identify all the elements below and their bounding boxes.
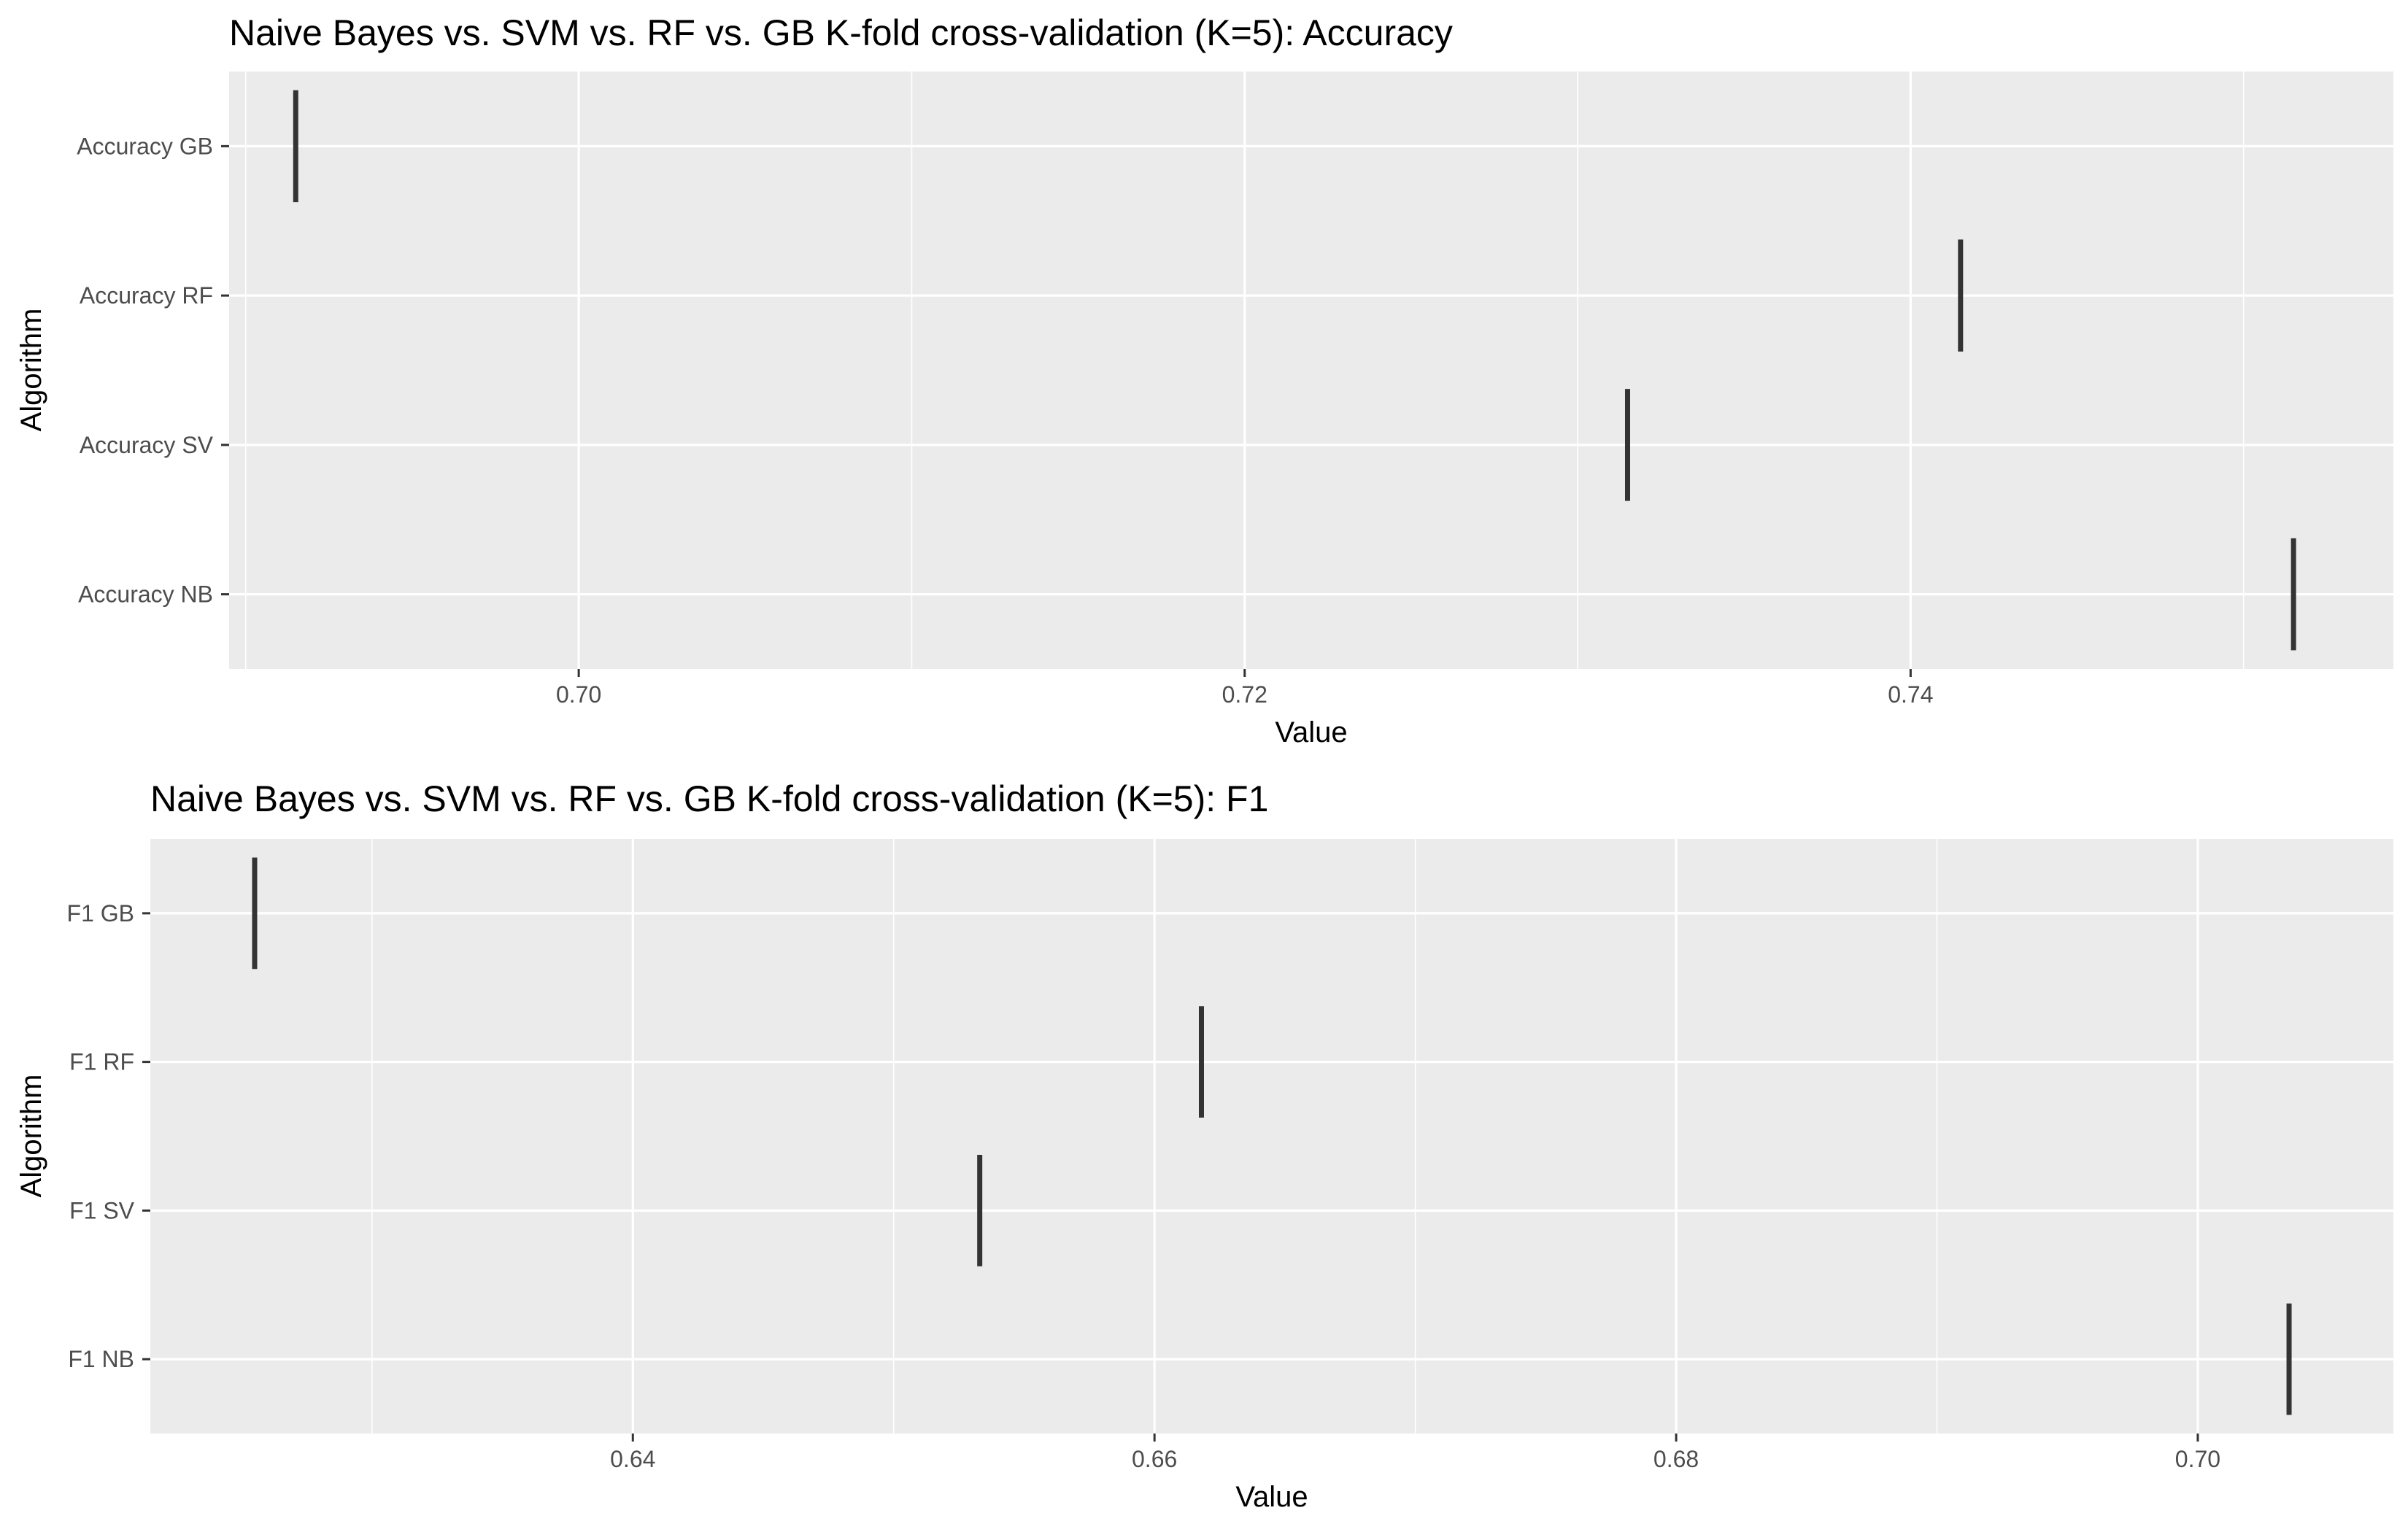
accuracy-plot-panel (229, 71, 2393, 669)
f1-plot-panel (150, 839, 2393, 1434)
f1-y-axis-title: Algorithm (15, 1075, 47, 1198)
f1-x-tick-label-0-68: 0.68 (1653, 1446, 1699, 1472)
f1-x-axis-title: Value (1235, 1481, 1308, 1513)
f1-chart-title: Naive Bayes vs. SVM vs. RF vs. GB K-fold… (150, 778, 1268, 819)
f1-minor-gridlines (371, 839, 1938, 1434)
accuracy-y-axis-title: Algorithm (15, 309, 47, 432)
f1-y-axis: F1 GB F1 RF F1 SV F1 NB (67, 900, 150, 1372)
accuracy-x-axis: 0.70 0.72 0.74 (556, 669, 1933, 708)
accuracy-x-axis-title: Value (1275, 716, 1347, 748)
accuracy-y-tick-label-accuracy-nb: Accuracy NB (78, 581, 213, 608)
f1-major-gridlines (150, 839, 2393, 1434)
accuracy-minor-gridlines (245, 71, 2245, 669)
accuracy-y-tick-label-accuracy-sv: Accuracy SV (80, 432, 214, 458)
accuracy-chart-title: Naive Bayes vs. SVM vs. RF vs. GB K-fold… (229, 12, 1453, 53)
accuracy-chart: Naive Bayes vs. SVM vs. RF vs. GB K-fold… (15, 12, 2393, 748)
f1-chart: Naive Bayes vs. SVM vs. RF vs. GB K-fold… (15, 778, 2393, 1513)
f1-y-tick-label-f1-gb: F1 GB (67, 900, 134, 926)
accuracy-x-tick-label-0-74: 0.74 (1888, 681, 1933, 708)
f1-x-axis: 0.64 0.66 0.68 0.70 (610, 1434, 2220, 1472)
accuracy-y-axis: Accuracy GB Accuracy RF Accuracy SV Accurac… (77, 133, 229, 608)
accuracy-major-gridlines (229, 71, 2393, 669)
f1-x-tick-label-0-64: 0.64 (610, 1446, 655, 1472)
accuracy-y-tick-label-accuracy-rf: Accuracy RF (80, 282, 213, 309)
accuracy-y-tick-label-accuracy-gb: Accuracy GB (77, 133, 213, 159)
f1-y-tick-label-f1-sv: F1 SV (69, 1197, 135, 1223)
accuracy-data-marks (293, 90, 2296, 651)
f1-x-tick-label-0-70: 0.70 (2175, 1446, 2220, 1472)
f1-x-tick-label-0-66: 0.66 (1132, 1446, 1177, 1472)
f1-y-tick-label-f1-nb: F1 NB (68, 1346, 134, 1372)
f1-y-tick-label-f1-rf: F1 RF (69, 1049, 134, 1075)
f1-data-marks (252, 857, 2292, 1415)
accuracy-x-tick-label-0-70: 0.70 (556, 681, 601, 708)
accuracy-x-tick-label-0-72: 0.72 (1222, 681, 1267, 708)
